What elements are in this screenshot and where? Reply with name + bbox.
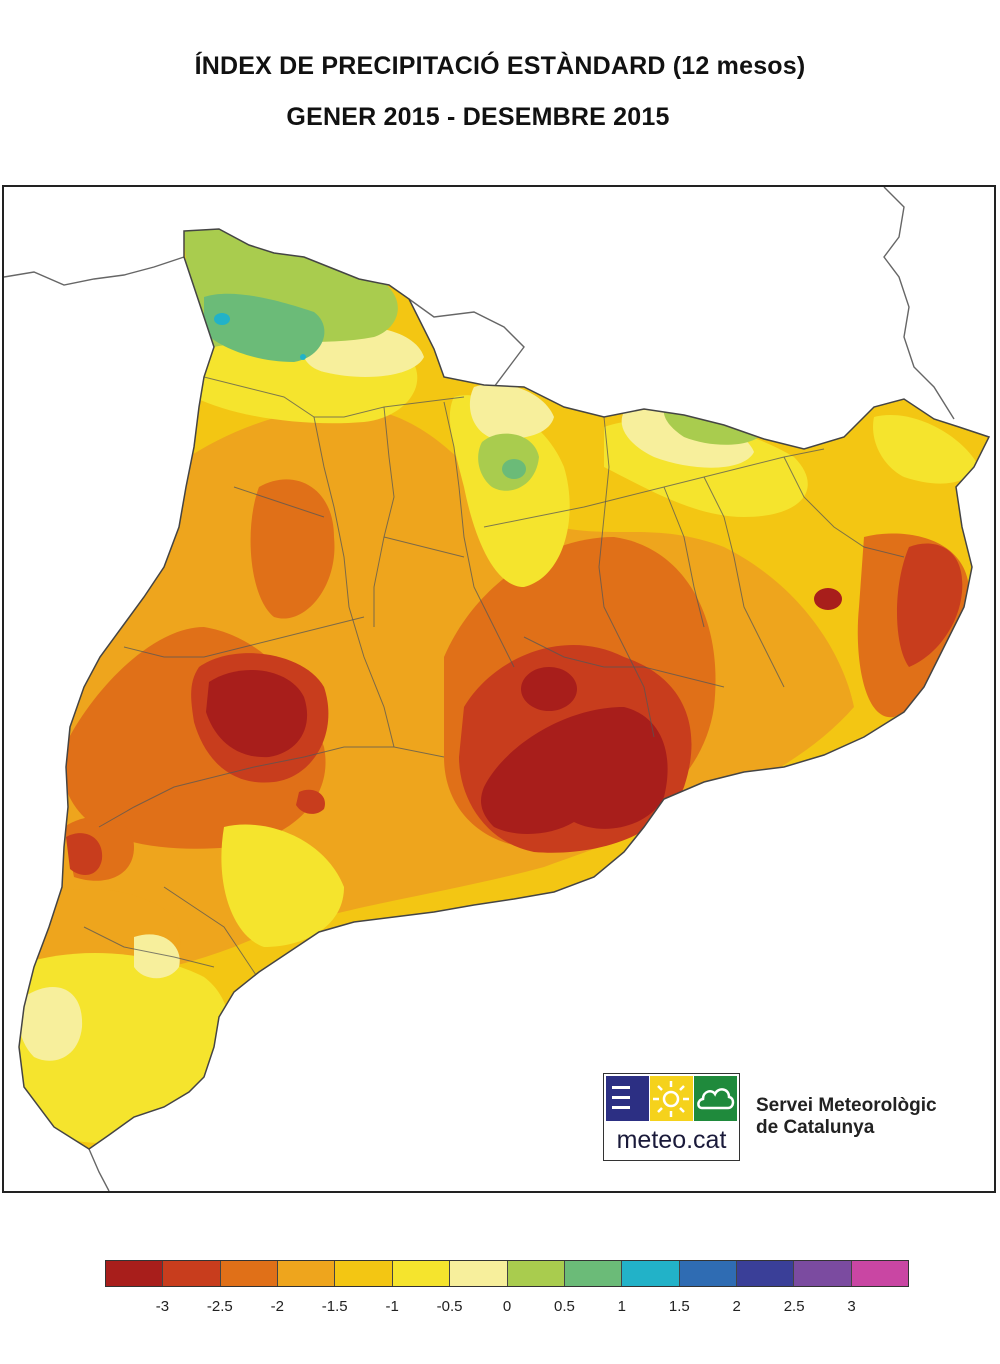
organization-name-line1: Servei Meteorològic xyxy=(756,1095,937,1116)
legend-tick-label: 3 xyxy=(847,1298,856,1315)
legend-tick-label: 2 xyxy=(732,1298,741,1315)
legend-tick-label: -2 xyxy=(270,1298,284,1315)
legend-swatch xyxy=(507,1261,565,1286)
logo-brand-text: meteo.cat xyxy=(616,1126,727,1154)
legend-swatch xyxy=(220,1261,279,1286)
legend-swatch xyxy=(106,1261,164,1286)
map-period: GENER 2015 - DESEMBRE 2015 xyxy=(286,103,670,131)
legend-tick-label: -1.5 xyxy=(321,1298,348,1315)
catalonia-spi-map xyxy=(4,187,990,1191)
legend-swatch xyxy=(679,1261,737,1286)
legend-swatch xyxy=(163,1261,221,1286)
organization-name-line2: de Catalunya xyxy=(756,1117,875,1138)
legend-tick-label: 0.5 xyxy=(553,1298,575,1315)
spi-fill-layers xyxy=(19,229,989,1149)
waves-icon xyxy=(606,1076,649,1121)
color-legend-bar xyxy=(105,1260,909,1287)
sun-icon xyxy=(650,1076,693,1121)
legend-swatch xyxy=(450,1261,508,1286)
meteo-cat-logo: meteo.cat xyxy=(603,1073,740,1161)
legend-tick-label: 1.5 xyxy=(668,1298,690,1315)
legend-tick-label: 2.5 xyxy=(783,1298,805,1315)
legend-swatch xyxy=(392,1261,451,1286)
legend-tick-label: -3 xyxy=(155,1298,170,1315)
legend-tick-label: -1 xyxy=(385,1298,399,1315)
legend-tick-label: 0 xyxy=(502,1298,512,1315)
legend-swatch xyxy=(736,1261,795,1286)
legend-swatch xyxy=(278,1261,336,1286)
map-title: ÍNDEX DE PRECIPITACIÓ ESTÀNDARD (12 meso… xyxy=(194,52,806,80)
legend-swatch xyxy=(622,1261,680,1286)
cloud-icon xyxy=(694,1076,737,1121)
legend-tick-labels: -3 -2.5 -2 -1.5 -1 -0.5 0 0.5 1 1.5 2 2.5 3 xyxy=(0,1298,1000,1318)
neighbor-borders xyxy=(4,187,955,1191)
legend-swatch xyxy=(335,1261,393,1286)
legend-tick-label: -2.5 xyxy=(206,1298,233,1315)
legend-swatch xyxy=(794,1261,852,1286)
legend-tick-label: 1 xyxy=(617,1298,627,1315)
legend-tick-label: -0.5 xyxy=(436,1298,463,1315)
legend-swatch xyxy=(564,1261,623,1286)
map-frame xyxy=(2,185,996,1193)
legend-swatch xyxy=(851,1261,909,1286)
